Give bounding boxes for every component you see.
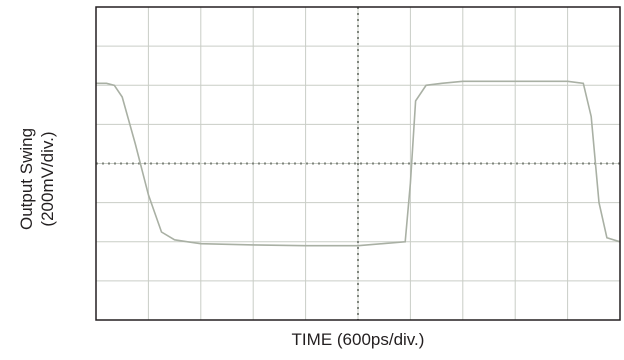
y-axis-label: Output Swing (200mV/div.) (12, 94, 62, 264)
y-axis-label-line2: (200mV/div.) (38, 131, 57, 227)
x-axis-label: TIME (600ps/div.) (291, 330, 425, 349)
center-axes (96, 7, 620, 320)
waveform-trace (96, 80, 621, 247)
plot-frame (95, 6, 621, 321)
y-axis-label-line1: Output Swing (17, 127, 36, 231)
